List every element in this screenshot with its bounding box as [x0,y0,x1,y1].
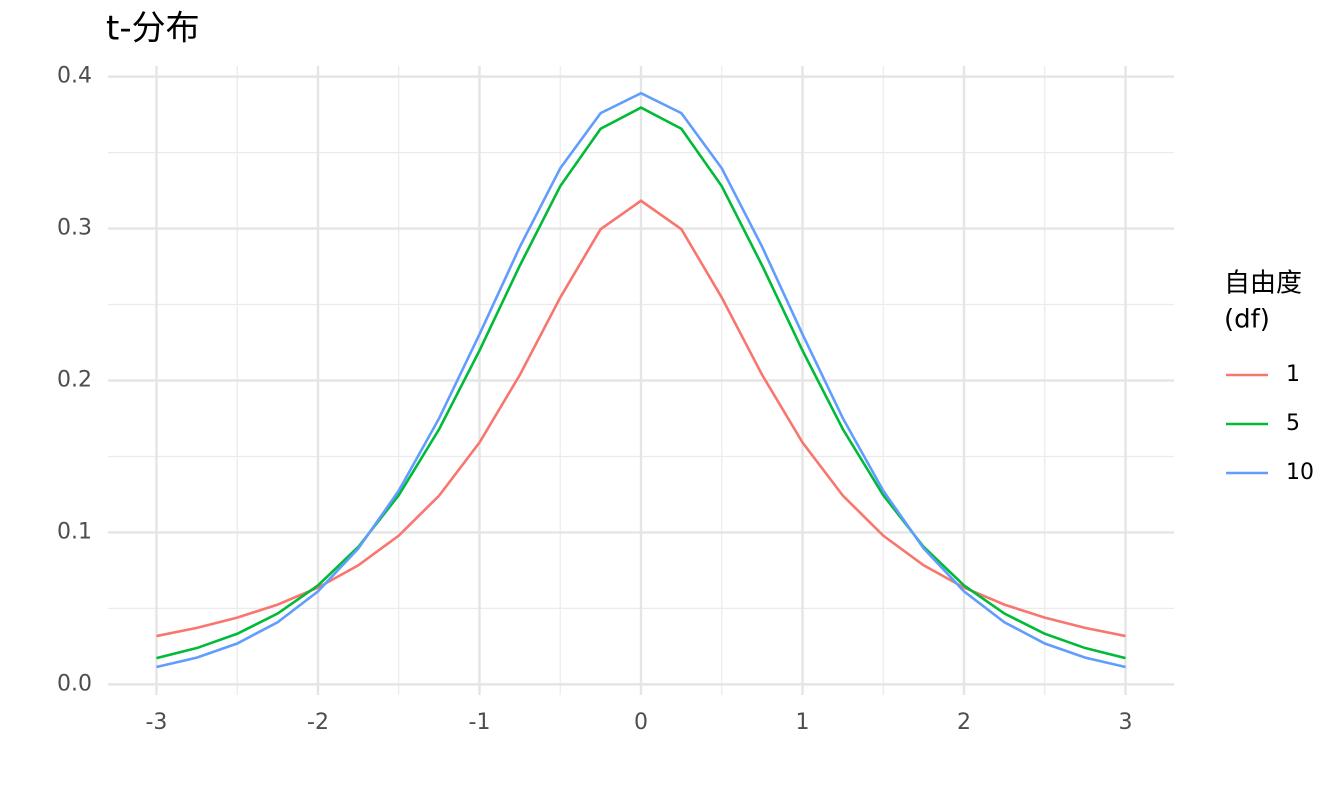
legend-title: 自由度 [1224,269,1302,299]
x-tick-label: -1 [469,710,491,735]
y-tick-label: 0.1 [57,519,92,544]
line [156,91,1126,669]
legend-label: 5 [1286,411,1300,436]
y-tick-label: 0.0 [57,671,92,696]
y-tick-label: 0.3 [57,216,92,241]
legend-label: 1 [1286,362,1300,387]
legend-label: 10 [1286,460,1314,485]
line [156,199,1126,638]
chart-title: t-分布 [106,9,200,49]
x-tick-label: 3 [1119,710,1133,735]
x-tick-label: 1 [796,710,810,735]
y-tick-label: 0.2 [57,368,92,393]
x-tick-label: -2 [307,710,329,735]
line [156,106,1126,660]
legend-title: (df) [1224,305,1270,335]
x-tick-label: 0 [634,710,648,735]
x-tick-label: 2 [957,710,971,735]
x-tick-label: -3 [145,710,167,735]
y-tick-label: 0.4 [57,64,92,89]
